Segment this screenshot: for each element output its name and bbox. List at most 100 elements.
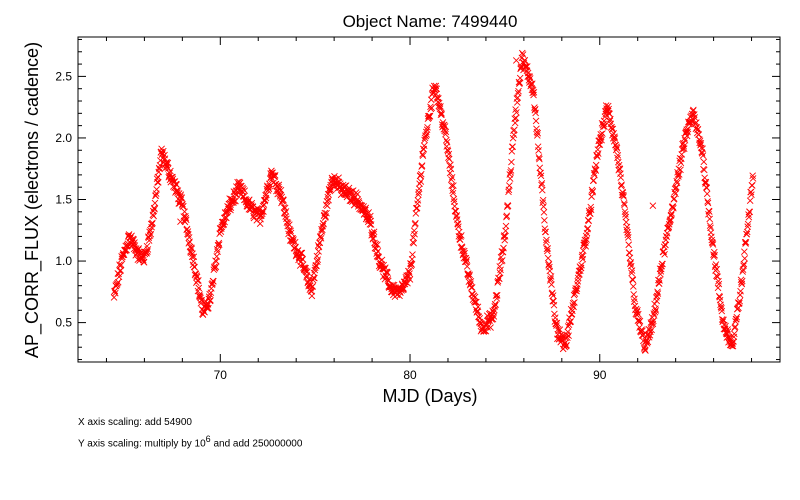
data-point — [263, 191, 270, 198]
data-point — [185, 239, 193, 247]
data-point — [215, 241, 223, 248]
data-point — [705, 208, 713, 215]
data-point — [624, 234, 632, 241]
data-point — [554, 325, 562, 333]
data-point — [123, 246, 130, 254]
data-point — [416, 180, 423, 187]
data-point — [159, 147, 167, 155]
data-point — [619, 191, 627, 199]
data-point — [447, 165, 455, 173]
data-point — [405, 268, 413, 275]
data-point — [213, 246, 221, 253]
data-point — [406, 276, 414, 283]
data-point — [151, 205, 158, 213]
x-tick-label: 80 — [403, 368, 417, 382]
data-point — [282, 213, 289, 220]
data-point — [266, 180, 273, 188]
data-point — [164, 159, 172, 167]
data-point — [474, 303, 482, 311]
data-point — [455, 223, 462, 230]
data-point — [599, 123, 607, 130]
y-tick-label: 1.0 — [55, 254, 72, 268]
data-point — [151, 199, 159, 207]
data-point — [624, 231, 632, 239]
data-point — [232, 197, 239, 205]
data-point — [680, 145, 688, 153]
data-point — [620, 193, 628, 200]
data-point — [673, 179, 681, 187]
data-point — [666, 218, 673, 226]
data-point — [709, 239, 716, 247]
data-point — [623, 226, 630, 234]
data-point — [498, 257, 506, 264]
data-point — [718, 307, 726, 315]
data-point — [635, 317, 643, 324]
data-point — [571, 299, 578, 306]
data-point — [512, 57, 520, 64]
data-point — [455, 228, 463, 236]
data-point — [191, 263, 198, 271]
data-point — [526, 75, 534, 82]
data-point — [461, 249, 468, 257]
data-point — [280, 204, 288, 211]
data-point — [675, 171, 683, 178]
data-point — [169, 173, 176, 181]
data-point — [501, 232, 509, 240]
data-point — [513, 109, 520, 116]
data-point — [419, 150, 426, 158]
data-point — [538, 186, 546, 194]
data-point — [620, 200, 628, 207]
data-point — [442, 136, 450, 144]
data-point — [354, 190, 361, 198]
data-point — [454, 221, 462, 228]
data-point — [569, 307, 576, 315]
data-point — [119, 251, 127, 259]
data-point — [316, 239, 324, 247]
data-point — [504, 202, 512, 210]
data-point — [564, 328, 572, 336]
data-point — [180, 202, 187, 210]
data-point — [540, 203, 547, 210]
data-point — [628, 269, 635, 277]
data-point — [287, 227, 294, 235]
data-point — [214, 248, 221, 256]
data-point — [472, 298, 479, 306]
data-point — [736, 299, 743, 307]
data-point — [205, 304, 212, 312]
data-point — [473, 298, 480, 306]
data-point — [545, 261, 552, 269]
data-point — [500, 244, 507, 252]
data-point — [440, 121, 448, 129]
data-point — [617, 182, 625, 190]
x-tick-label: 90 — [593, 368, 607, 382]
data-point — [646, 326, 653, 334]
data-point — [642, 338, 650, 346]
data-point — [152, 192, 160, 199]
data-point — [709, 241, 717, 248]
data-point — [591, 171, 598, 179]
data-point — [528, 80, 536, 88]
data-point — [417, 170, 425, 178]
data-point — [654, 288, 661, 296]
data-point — [221, 218, 228, 226]
data-point — [659, 260, 666, 268]
data-point — [212, 263, 220, 271]
data-point — [547, 273, 555, 280]
data-point — [700, 166, 708, 174]
data-point — [652, 305, 659, 312]
data-point — [703, 190, 711, 198]
data-point — [567, 318, 575, 325]
data-point — [650, 317, 657, 325]
data-point — [493, 292, 501, 299]
data-point — [699, 152, 707, 159]
data-point — [598, 136, 605, 144]
data-point — [539, 196, 547, 204]
data-point — [672, 183, 680, 191]
data-point — [743, 230, 751, 238]
data-point — [621, 201, 628, 209]
data-point — [694, 125, 702, 133]
data-point — [613, 143, 620, 151]
data-point — [467, 280, 474, 287]
data-point — [729, 340, 736, 347]
data-point — [442, 130, 449, 138]
